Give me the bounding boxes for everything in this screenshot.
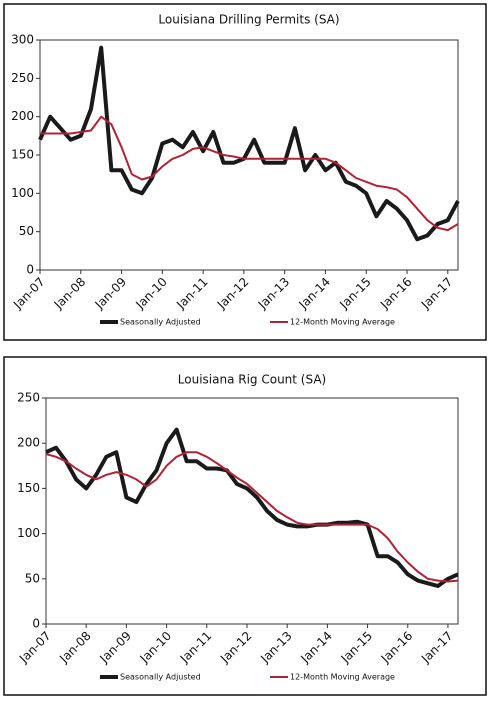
y-tick-label: 150 [17,481,40,495]
x-tick-label: Jan-07 [16,629,54,667]
y-tick-label: 150 [11,148,34,162]
y-tick-label: 50 [19,224,34,238]
x-tick-label: Jan-09 [96,629,134,667]
x-tick-label: Jan-13 [257,629,295,667]
y-tick-label: 100 [17,526,40,540]
x-tick-label: Jan-11 [173,275,211,313]
y-tick-label: 300 [11,33,34,47]
x-tick-label: Jan-15 [338,629,376,667]
y-tick-label: 100 [11,186,34,200]
legend-label: Seasonally Adjusted [120,673,201,682]
series-line [40,115,459,232]
x-tick-label: Jan-12 [217,629,255,667]
panel-frame [3,356,487,696]
x-tick-label: Jan-11 [177,629,215,667]
x-tick-label: Jan-16 [377,275,415,313]
x-tick-label: Jan-08 [51,275,89,313]
x-tick-label: Jan-08 [56,629,94,667]
chart-title: Louisiana Rig Count (SA) [178,373,326,387]
x-tick-label: Jan-07 [10,275,48,313]
plot-frame [45,397,459,625]
x-tick-label: Jan-13 [255,275,293,313]
series-line [45,427,459,588]
series-line [38,45,460,242]
legend-label: Seasonally Adjusted [120,318,201,327]
y-tick-label: 50 [25,571,40,585]
legend-label: 12-Month Moving Average [290,318,395,327]
legend-label: 12-Month Moving Average [290,673,395,682]
x-tick-label: Jan-10 [137,629,175,667]
x-tick-label: Jan-14 [297,629,335,667]
y-tick-label: 200 [17,436,40,450]
panel-frame [3,3,487,341]
y-tick-label: 0 [26,263,34,277]
y-tick-label: 0 [32,617,40,631]
x-tick-label: Jan-16 [378,629,416,667]
x-tick-label: Jan-15 [336,275,374,313]
y-tick-label: 250 [11,71,34,85]
y-tick-label: 200 [11,109,34,123]
x-tick-label: Jan-09 [92,275,130,313]
x-tick-label: Jan-17 [418,629,456,667]
x-tick-label: Jan-17 [418,275,456,313]
series-line [45,451,459,583]
x-tick-label: Jan-14 [296,275,334,313]
y-tick-label: 250 [17,391,40,405]
chart-title: Louisiana Drilling Permits (SA) [158,13,339,27]
x-tick-label: Jan-10 [132,275,170,313]
x-tick-label: Jan-12 [214,275,252,313]
